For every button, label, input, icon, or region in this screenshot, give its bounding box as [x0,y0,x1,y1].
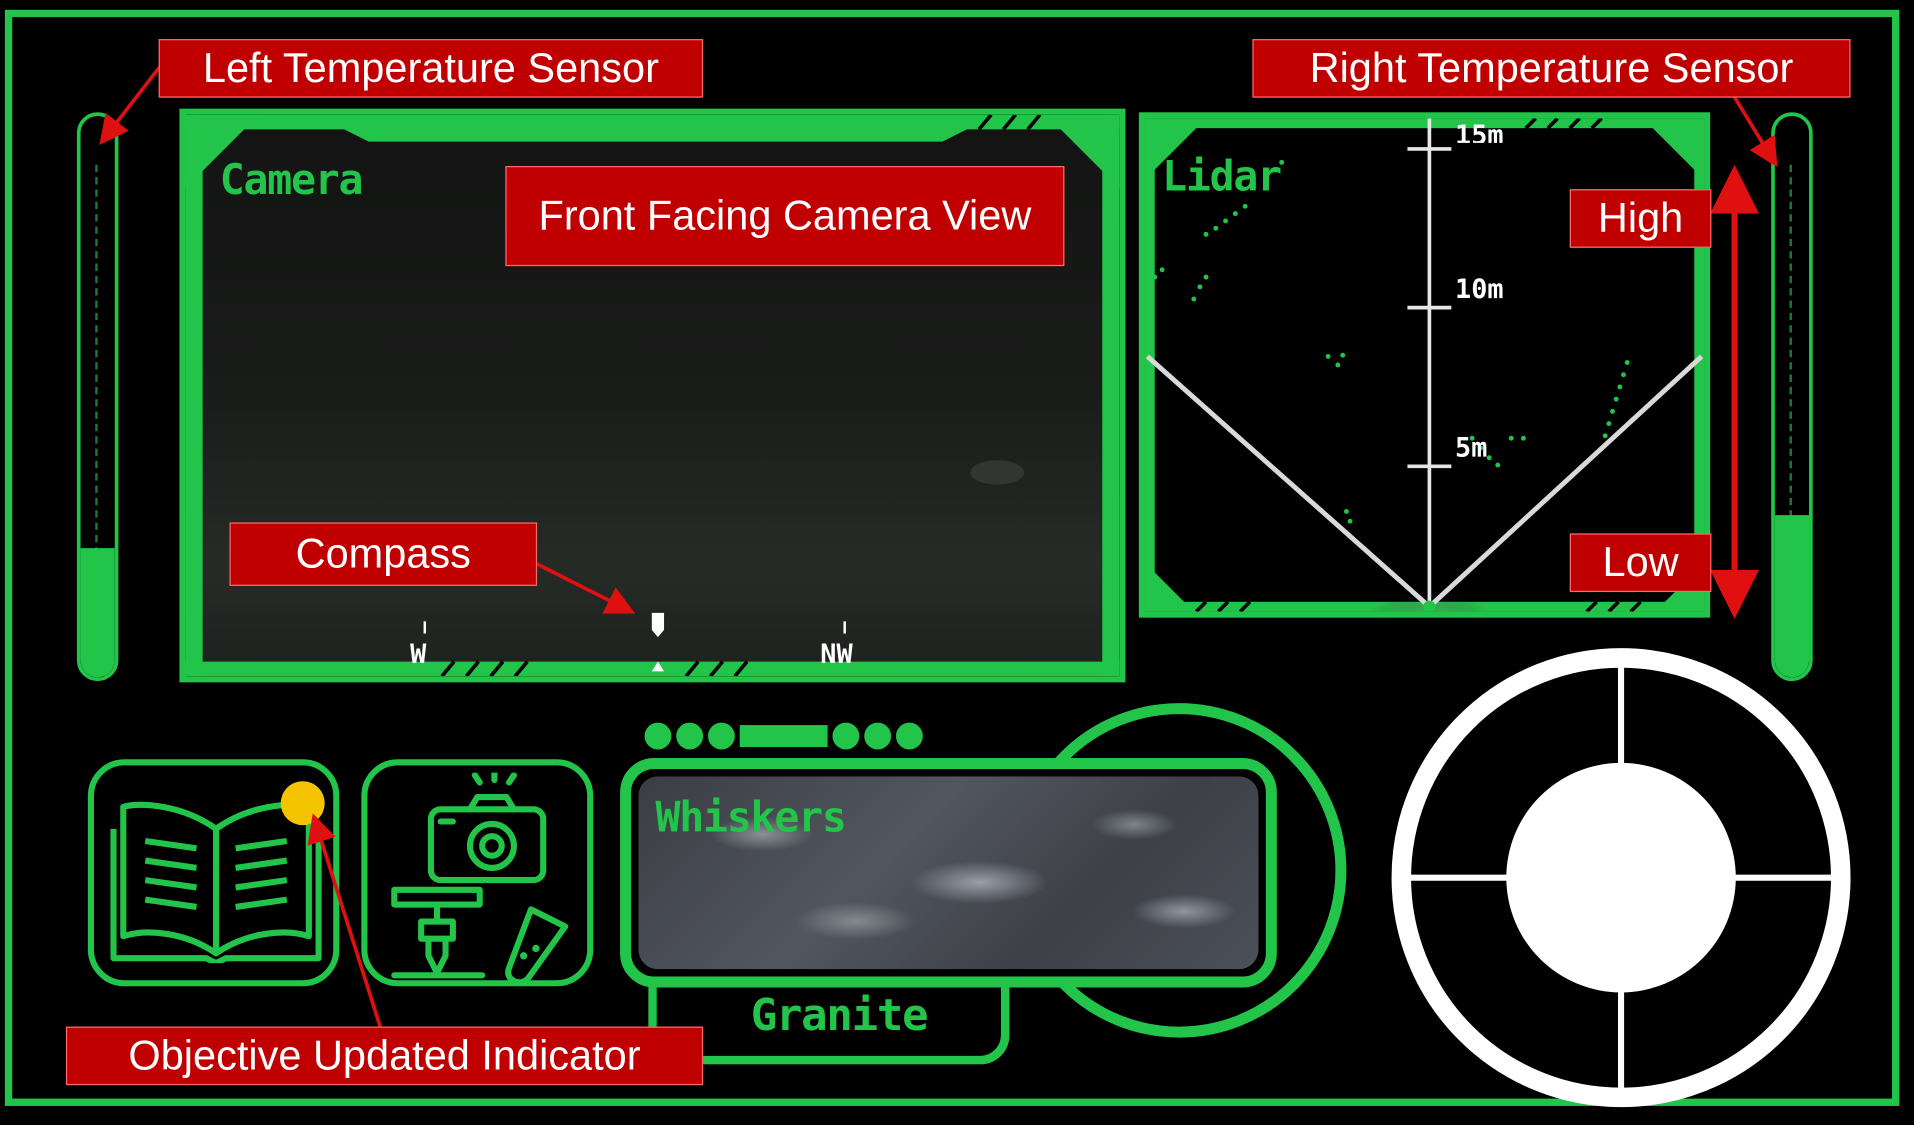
right-temperature-fill [1774,514,1810,678]
compass-heading-marker [651,612,665,672]
status-dot [895,722,923,750]
camera-drill-icon [391,772,569,983]
callout-objective-updated-indicator: Objective Updated Indicator [65,1026,704,1086]
camera-frame-decor [185,114,1120,677]
compass-label-nw: NW [820,639,853,671]
lidar-title: Lidar [1162,152,1282,202]
callout-right-temperature-sensor: Right Temperature Sensor [1252,39,1851,98]
compass-tick-w [423,621,427,634]
status-dot [832,722,860,750]
sample-tools-button[interactable] [361,759,594,987]
camera-title: Camera [219,156,364,206]
status-dot [707,722,735,750]
right-temperature-gauge [1771,112,1813,682]
whiskers-panel: Whiskers [620,758,1277,988]
status-dot [676,722,704,750]
whiskers-title: Whiskers [655,793,846,843]
objectives-button[interactable] [87,759,340,987]
callout-front-camera-view: Front Facing Camera View [505,166,1065,267]
lidar-distance-10m: 10m [1455,274,1504,306]
hud-frame [4,9,1900,1106]
compass-tick-nw [843,621,846,634]
compass-label-w: W [410,639,427,671]
rock-type-tab [648,976,1010,1065]
joystick-icon[interactable] [1389,647,1853,1111]
rock-type-label: Granite [750,991,929,1042]
rock-texture-view [638,776,1259,970]
left-temperature-gauge [76,112,119,682]
left-temperature-fill [80,548,115,678]
lidar-display [1144,118,1705,612]
status-dot [864,722,892,750]
callout-left-temperature-sensor: Left Temperature Sensor [158,39,704,98]
callout-high: High [1569,189,1712,248]
status-bar [739,725,828,748]
status-dot [644,722,672,750]
callout-low: Low [1569,533,1712,593]
callout-compass: Compass [229,522,538,586]
lidar-distance-5m: 5m [1455,433,1488,464]
lidar-distance-15m: 15m [1455,120,1504,143]
